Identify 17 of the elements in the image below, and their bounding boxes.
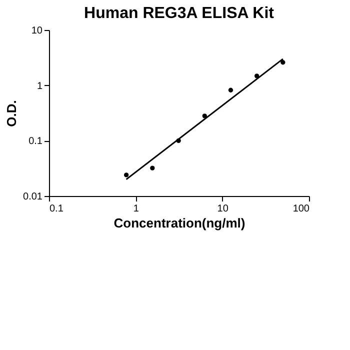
x-tick-label: 100 (292, 204, 310, 214)
y-axis-title: O.D. (4, 100, 20, 127)
point (254, 74, 260, 78)
x-tick-label: 0.1 (50, 204, 64, 214)
x-tick-label: 1 (133, 204, 140, 214)
point (150, 166, 155, 170)
point (124, 172, 129, 178)
x-tick-label: 10 (217, 204, 229, 214)
point (228, 88, 234, 92)
y-tick-label: 0.01 (23, 192, 43, 202)
y-tick-label: 1 (36, 80, 43, 92)
x-axis-title: Concentration(ng/ml) (114, 216, 246, 230)
chart-title: Human REG3A ELISA Kit (84, 5, 275, 22)
y-tick-label: 0.1 (28, 136, 43, 148)
point (202, 114, 207, 118)
point (280, 60, 286, 65)
y-tick-label: 10 (31, 26, 43, 36)
